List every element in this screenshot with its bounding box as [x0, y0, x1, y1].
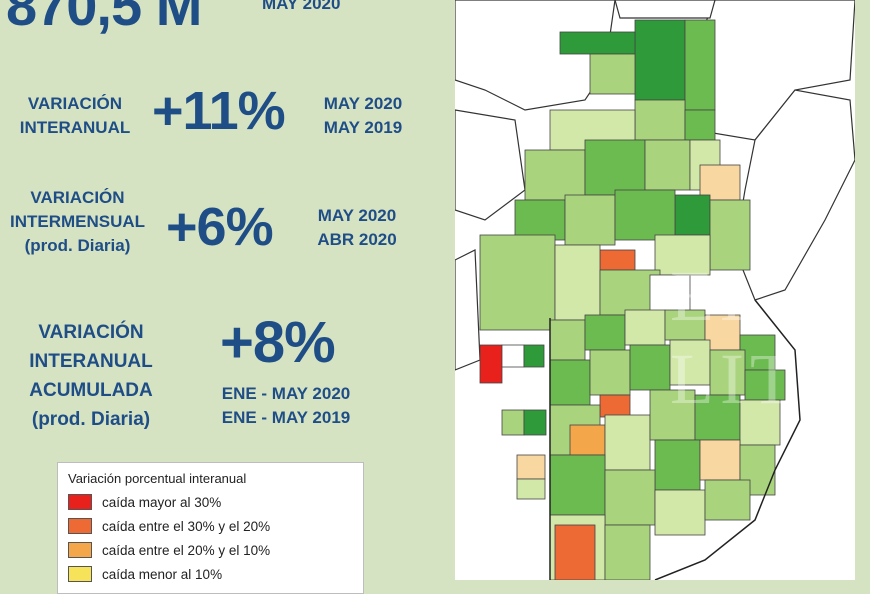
partido [604, 524, 651, 580]
intermensual-value: +6% [166, 197, 274, 257]
legend-swatch [68, 494, 92, 510]
partido [554, 524, 596, 580]
production-value: 870,5 M [6, 0, 202, 37]
neighbor-province [455, 109, 526, 221]
legend-swatch [68, 542, 92, 558]
neighbor-province [455, 0, 616, 111]
department [599, 249, 636, 271]
acumulada-label: VARIACIÓN INTERANUAL ACUMULADA (prod. Di… [29, 322, 153, 430]
department [634, 99, 686, 141]
partido [599, 394, 631, 418]
department [674, 194, 711, 236]
partido [654, 489, 706, 536]
partido [569, 424, 606, 456]
acumulada-period: ENE - MAY 2020 ENE - MAY 2019 [221, 384, 351, 427]
partido [709, 349, 746, 396]
department [614, 189, 676, 241]
partido [549, 454, 606, 516]
intermensual-period: MAY 2020 ABR 2020 [317, 206, 397, 249]
department [584, 139, 646, 196]
neighbor-province [614, 0, 716, 19]
partido [624, 309, 666, 346]
department [523, 344, 545, 368]
partido [549, 319, 586, 361]
department [501, 344, 525, 368]
choropleth-map: EL LITO [455, 0, 870, 580]
legend-item: caída entre el 20% y el 10% [68, 541, 270, 559]
department [654, 234, 711, 276]
partido [604, 469, 656, 526]
partido [704, 479, 751, 521]
interanual-value: +11% [152, 81, 286, 141]
legend-item: caída mayor al 30% [68, 493, 221, 511]
partido [669, 339, 711, 386]
stats-panel: 870,5 M MAY 2020 VARIACIÓN INTERANUAL +1… [6, 0, 403, 594]
department [644, 139, 691, 191]
acumulada-value: +8% [220, 310, 336, 375]
partido [699, 439, 741, 481]
interanual-label: VARIACIÓN INTERANUAL [19, 94, 131, 137]
department [564, 194, 616, 246]
intermensual-label: VARIACIÓN INTERMENSUAL (prod. Diaria) [9, 188, 146, 255]
production-period: MAY 2020 [262, 0, 341, 13]
department [634, 19, 686, 101]
neighbor-province [455, 249, 481, 371]
partido [704, 314, 741, 351]
legend-item: caída entre el 30% y el 20% [68, 517, 270, 535]
department [479, 234, 556, 331]
partido [629, 344, 671, 391]
interanual-period: MAY 2020 MAY 2019 [323, 94, 403, 137]
department [523, 409, 547, 436]
department [649, 274, 691, 316]
partido [654, 439, 701, 491]
map-legend: Variación porcentual interanual caída ma… [57, 462, 364, 594]
legend-swatch [68, 518, 92, 534]
department [479, 344, 503, 384]
partido [744, 369, 786, 401]
department [501, 409, 525, 436]
department [684, 109, 716, 141]
partido [739, 334, 776, 371]
department [524, 149, 586, 201]
legend-title: Variación porcentual interanual [68, 471, 247, 486]
department [684, 19, 716, 111]
map-svg [455, 0, 856, 580]
partido [584, 314, 626, 351]
department [554, 244, 601, 321]
watermark: EL LITO [670, 256, 857, 419]
coastline [654, 299, 801, 580]
partido [589, 349, 631, 396]
department [516, 478, 546, 500]
partido [604, 414, 651, 471]
page-edge [855, 0, 870, 580]
department [699, 164, 741, 201]
legend-item: caída menor al 10% [68, 565, 222, 583]
department [589, 53, 636, 95]
partido [549, 359, 591, 406]
department [514, 199, 566, 241]
department [709, 199, 751, 271]
department [516, 454, 546, 480]
department [559, 31, 636, 55]
